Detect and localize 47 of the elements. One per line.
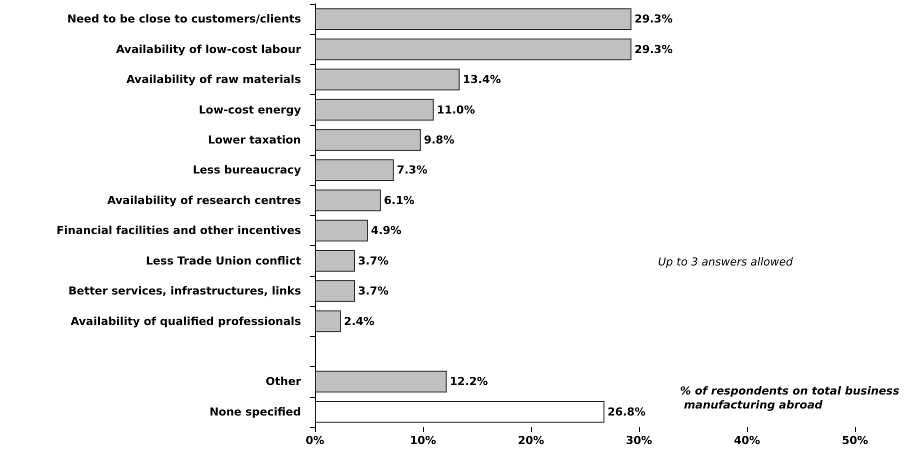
data-label: 3.7% xyxy=(358,284,388,298)
y-tick-label: Low-cost energy xyxy=(198,103,301,116)
x-tick-label: 40% xyxy=(734,434,760,447)
y-tick-label: None specified xyxy=(209,405,301,418)
data-label: 9.8% xyxy=(424,133,454,146)
data-label: 6.1% xyxy=(384,194,414,207)
x-tick-label: 0% xyxy=(306,434,324,447)
data-label: 4.9% xyxy=(370,224,402,238)
bar xyxy=(315,8,632,30)
bar xyxy=(315,129,421,151)
data-label: 29.3% xyxy=(634,12,673,26)
data-label: 11.0% xyxy=(436,103,475,116)
data-label: 2.4% xyxy=(344,314,374,328)
x-tick-label: 50% xyxy=(842,434,868,447)
bar xyxy=(315,401,604,423)
y-tick-label: Availability of qualified professionals xyxy=(70,314,302,328)
x-tick-label: 20% xyxy=(518,434,544,447)
y-tick-label: Availability of low-cost labour xyxy=(116,42,302,56)
data-label: 26.8% xyxy=(607,405,646,418)
data-label: 13.4% xyxy=(462,73,501,86)
bar xyxy=(315,68,460,90)
data-label: 29.3% xyxy=(634,42,673,56)
annotation: % of respondents on total business manufacturing abroad xyxy=(680,384,900,412)
bar xyxy=(315,98,434,121)
y-tick-label: Lower taxation xyxy=(208,133,301,146)
y-tick-label: Less bureaucracy xyxy=(192,164,301,177)
y-tick-label: Need to be close to customers/clients xyxy=(67,12,302,26)
bar xyxy=(315,220,368,242)
x-tick-label: 10% xyxy=(410,434,436,447)
bar xyxy=(315,38,632,60)
x-tick-label: 30% xyxy=(626,434,652,447)
bar xyxy=(315,250,355,272)
bar xyxy=(315,280,355,302)
bar xyxy=(315,190,381,212)
y-tick-label: Availability of research centres xyxy=(107,194,302,207)
data-label: 7.3% xyxy=(396,164,428,177)
y-tick-label: Availability of raw materials xyxy=(126,73,302,86)
y-tick-label: Financial facilities and other incentives xyxy=(56,224,302,238)
data-label: 12.2% xyxy=(450,375,488,388)
bar xyxy=(315,370,447,393)
data-label: 3.7% xyxy=(358,254,388,268)
y-tick-label: Better services, infrastructures, links xyxy=(68,284,302,298)
y-tick-label: Other xyxy=(266,375,302,388)
bar xyxy=(315,310,341,332)
y-tick-label: Less Trade Union conflict xyxy=(146,254,301,268)
annotation: Up to 3 answers allowed xyxy=(658,256,794,268)
bar xyxy=(315,159,394,182)
